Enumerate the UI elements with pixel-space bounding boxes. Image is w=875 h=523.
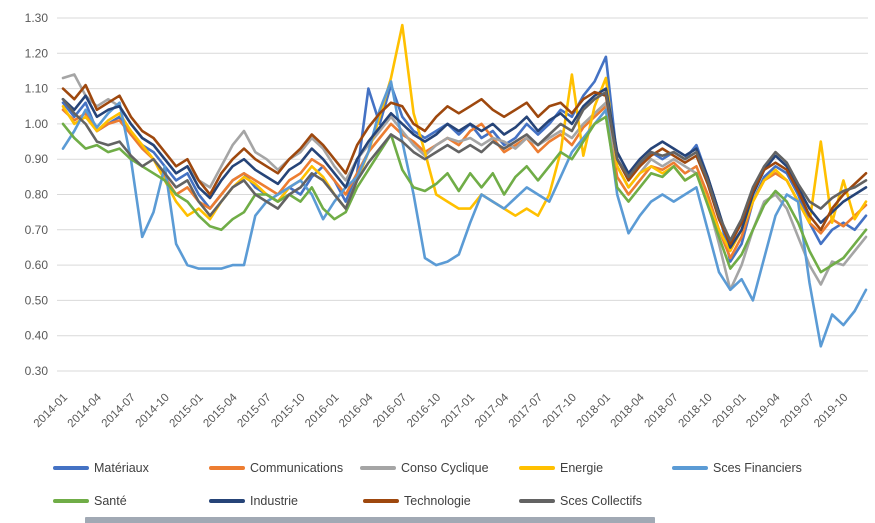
legend-item-3: Energie xyxy=(519,461,603,475)
legend-swatch-icon xyxy=(519,499,555,503)
x-axis-tick-label: 2016-07 xyxy=(371,392,409,430)
legend-label: Santé xyxy=(94,494,127,508)
series-line-4 xyxy=(61,80,868,348)
series-line-6 xyxy=(61,87,868,249)
x-axis-tick-label: 2015-01 xyxy=(167,392,205,430)
y-axis-tick-label: 0.50 xyxy=(25,293,49,307)
legend-item-8: Sces Collectifs xyxy=(519,494,642,508)
legend-label: Communications xyxy=(250,461,344,475)
legend-item-1: Communications xyxy=(209,461,343,475)
legend-item-2: Conso Cyclique xyxy=(360,461,489,475)
x-axis-tick-label: 2015-07 xyxy=(235,392,273,430)
legend-swatch-icon xyxy=(360,466,396,470)
y-axis-tick-label: 1.00 xyxy=(25,117,49,131)
y-axis-tick-label: 0.30 xyxy=(25,364,49,378)
legend-swatch-icon xyxy=(53,499,89,503)
legend-item-0: Matériaux xyxy=(53,461,149,475)
y-axis-tick-label: 0.70 xyxy=(25,223,49,237)
x-axis-tick-label: 2017-01 xyxy=(439,392,477,430)
legend-label: Matériaux xyxy=(94,461,149,475)
x-axis-tick-label: 2017-04 xyxy=(473,391,512,430)
legend-label: Sces Financiers xyxy=(713,461,802,475)
legend-swatch-icon xyxy=(672,466,708,470)
x-axis-tick-label: 2014-01 xyxy=(32,392,70,430)
legend-item-4: Sces Financiers xyxy=(672,461,802,475)
x-axis-tick-label: 2019-07 xyxy=(778,392,816,430)
y-axis-tick-label: 1.20 xyxy=(25,46,49,60)
x-axis-tick-label: 2014-10 xyxy=(134,392,172,430)
x-axis-tick-label: 2017-07 xyxy=(507,392,545,430)
y-axis-tick-label: 0.40 xyxy=(25,329,49,343)
legend-label: Industrie xyxy=(250,494,298,508)
x-axis-tick-label: 2019-10 xyxy=(812,392,850,430)
legend-label: Energie xyxy=(560,461,604,475)
line-chart: 1.30 1.20 1.10 1.00 0.90 0.80 0.70 0.60 0.50 0.40… xyxy=(25,11,868,430)
legend-item-6: Industrie xyxy=(209,494,298,508)
x-axis-tick-label: 2016-10 xyxy=(405,392,443,430)
series-line-7 xyxy=(61,83,868,246)
cropped-bottom-bar xyxy=(85,517,655,523)
x-axis-tick-label: 2019-04 xyxy=(744,391,783,430)
x-axis-tick-label: 2015-10 xyxy=(269,392,307,430)
legend-label: Sces Collectifs xyxy=(560,494,642,508)
x-axis-tick-label: 2018-10 xyxy=(676,392,714,430)
x-axis-tick-label: 2018-01 xyxy=(575,392,613,430)
legend-label: Technologie xyxy=(404,494,471,508)
series-line-8 xyxy=(61,90,868,242)
legend-swatch-icon xyxy=(209,466,245,470)
series-line-3 xyxy=(61,23,868,253)
series-line-5 xyxy=(61,115,868,274)
y-axis-tick-label: 0.60 xyxy=(25,258,49,272)
x-axis-tick-label: 2017-10 xyxy=(541,392,579,430)
x-axis-tick-label: 2019-01 xyxy=(710,392,748,430)
x-axis-tick-label: 2015-04 xyxy=(201,391,240,430)
x-axis-tick-label: 2018-07 xyxy=(642,392,680,430)
legend-item-5: Santé xyxy=(53,494,127,508)
legend-item-7: Technologie xyxy=(363,494,471,508)
y-axis-tick-label: 1.30 xyxy=(25,11,49,25)
legend-swatch-icon xyxy=(363,499,399,503)
legend-swatch-icon xyxy=(209,499,245,503)
series-line-0 xyxy=(61,55,868,263)
x-axis-tick-label: 2014-07 xyxy=(100,392,138,430)
legend-swatch-icon xyxy=(519,466,555,470)
y-axis-tick-label: 1.10 xyxy=(25,82,49,96)
legend-label: Conso Cyclique xyxy=(401,461,489,475)
x-axis-tick-label: 2016-01 xyxy=(303,392,341,430)
legend-swatch-icon xyxy=(53,466,89,470)
y-axis-tick-label: 0.80 xyxy=(25,188,49,202)
x-axis-tick-label: 2016-04 xyxy=(337,391,376,430)
y-axis-tick-label: 0.90 xyxy=(25,152,49,166)
x-axis-tick-label: 2018-04 xyxy=(609,391,648,430)
x-axis-tick-label: 2014-04 xyxy=(66,391,105,430)
